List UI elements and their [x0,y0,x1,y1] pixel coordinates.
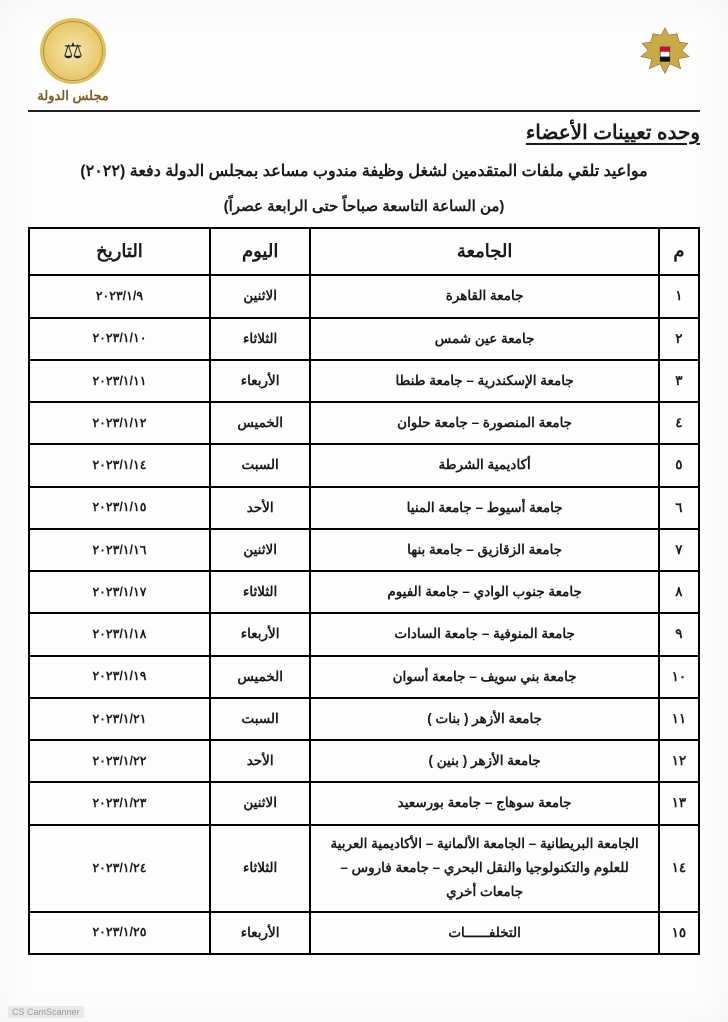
table-row: ٤جامعة المنصورة – جامعة حلوانالخميس٢٠٢٣/… [29,402,699,444]
table-row: ١١جامعة الأزهر ( بنات )السبت٢٠٢٣/١/٢١ [29,698,699,740]
seal-caption: مجلس الدولة [28,88,118,104]
table-row: ١٤الجامعة البريطانية – الجامعة الألمانية… [29,825,699,912]
document-page: ⚖ مجلس الدولة وحده تعيينات الأعضاء مواعي… [0,0,728,1022]
cell-day: الأحد [210,740,311,782]
cell-num: ١٣ [659,782,699,824]
unit-title: وحده تعيينات الأعضاء [28,120,700,145]
cell-date: ٢٠٢٣/١/١٥ [29,487,210,529]
cell-num: ٨ [659,571,699,613]
col-header-day: اليوم [210,228,311,275]
cell-date: ٢٠٢٣/١/١١ [29,360,210,402]
cell-date: ٢٠٢٣/١/١٦ [29,529,210,571]
cell-num: ١٢ [659,740,699,782]
cell-num: ١٤ [659,825,699,912]
table-row: ٢جامعة عين شمسالثلاثاء٢٠٢٣/١/١٠ [29,318,699,360]
table-row: ٩جامعة المنوفية – جامعة الساداتالأربعاء٢… [29,613,699,655]
table-row: ١٠جامعة بني سويف – جامعة أسوانالخميس٢٠٢٣… [29,656,699,698]
seal-icon: ⚖ [40,18,106,84]
cell-date: ٢٠٢٣/١/١٨ [29,613,210,655]
cell-num: ١٠ [659,656,699,698]
table-header-row: م الجامعة اليوم التاريخ [29,228,699,275]
cell-univ: جامعة المنوفية – جامعة السادات [310,613,658,655]
table-row: ٧جامعة الزقازيق – جامعة بنهاالاثنين٢٠٢٣/… [29,529,699,571]
cell-num: ١١ [659,698,699,740]
page-header: ⚖ مجلس الدولة [28,18,700,104]
cell-date: ٢٠٢٣/١/١٢ [29,402,210,444]
table-row: ١جامعة القاهرةالاثنين٢٠٢٣/١/٩ [29,275,699,317]
cell-date: ٢٠٢٣/١/٩ [29,275,210,317]
cell-date: ٢٠٢٣/١/٢١ [29,698,210,740]
cell-date: ٢٠٢٣/١/١٩ [29,656,210,698]
cell-day: الأربعاء [210,360,311,402]
col-header-num: م [659,228,699,275]
cell-day: الثلاثاء [210,825,311,912]
cell-univ: جامعة المنصورة – جامعة حلوان [310,402,658,444]
cell-num: ٢ [659,318,699,360]
cell-day: الاثنين [210,529,311,571]
cell-univ: جامعة بني سويف – جامعة أسوان [310,656,658,698]
cell-univ: جامعة الزقازيق – جامعة بنها [310,529,658,571]
cell-univ: جامعة الإسكندرية – جامعة طنطا [310,360,658,402]
council-seal: ⚖ مجلس الدولة [28,18,118,104]
table-row: ١٥التخلفــــــاتالأربعاء٢٠٢٣/١/٢٥ [29,912,699,954]
table-row: ٦جامعة أسيوط – جامعة المنياالأحد٢٠٢٣/١/١… [29,487,699,529]
main-title: مواعيد تلقي ملفات المتقدمين لشغل وظيفة م… [28,157,700,187]
col-header-date: التاريخ [29,228,210,275]
table-row: ٥أكاديمية الشرطةالسبت٢٠٢٣/١/١٤ [29,444,699,486]
table-row: ١٢جامعة الأزهر ( بنين )الأحد٢٠٢٣/١/٢٢ [29,740,699,782]
schedule-table: م الجامعة اليوم التاريخ ١جامعة القاهرةال… [28,227,700,954]
cell-day: الخميس [210,402,311,444]
cell-num: ٤ [659,402,699,444]
cell-univ: أكاديمية الشرطة [310,444,658,486]
cell-day: الأربعاء [210,912,311,954]
table-row: ٨جامعة جنوب الوادي – جامعة الفيومالثلاثا… [29,571,699,613]
cell-day: الأحد [210,487,311,529]
eagle-emblem-icon [630,18,700,88]
table-row: ٣جامعة الإسكندرية – جامعة طنطاالأربعاء٢٠… [29,360,699,402]
cell-day: الخميس [210,656,311,698]
cell-univ: جامعة عين شمس [310,318,658,360]
cell-univ: جامعة الأزهر ( بنين ) [310,740,658,782]
cell-num: ٥ [659,444,699,486]
cell-day: الاثنين [210,275,311,317]
cell-day: السبت [210,444,311,486]
cell-univ: جامعة جنوب الوادي – جامعة الفيوم [310,571,658,613]
cell-num: ٦ [659,487,699,529]
cell-num: ١ [659,275,699,317]
cell-date: ٢٠٢٣/١/٢٣ [29,782,210,824]
cell-date: ٢٠٢٣/١/٢٤ [29,825,210,912]
cell-univ: جامعة سوهاج – جامعة بورسعيد [310,782,658,824]
cell-day: الثلاثاء [210,571,311,613]
cell-num: ١٥ [659,912,699,954]
cell-univ: التخلفــــــات [310,912,658,954]
cell-day: الثلاثاء [210,318,311,360]
scanner-watermark: CS CamScanner [8,1006,84,1018]
cell-date: ٢٠٢٣/١/٢٥ [29,912,210,954]
cell-day: السبت [210,698,311,740]
cell-univ: جامعة القاهرة [310,275,658,317]
cell-date: ٢٠٢٣/١/١٠ [29,318,210,360]
table-body: ١جامعة القاهرةالاثنين٢٠٢٣/١/٩٢جامعة عين … [29,275,699,953]
cell-univ: الجامعة البريطانية – الجامعة الألمانية –… [310,825,658,912]
cell-univ: جامعة الأزهر ( بنات ) [310,698,658,740]
cell-num: ٩ [659,613,699,655]
cell-num: ٣ [659,360,699,402]
cell-univ: جامعة أسيوط – جامعة المنيا [310,487,658,529]
cell-day: الاثنين [210,782,311,824]
sub-title: (من الساعة التاسعة صباحاً حتى الرابعة عص… [28,197,700,215]
cell-num: ٧ [659,529,699,571]
cell-date: ٢٠٢٣/١/٢٢ [29,740,210,782]
col-header-univ: الجامعة [310,228,658,275]
table-row: ١٣جامعة سوهاج – جامعة بورسعيدالاثنين٢٠٢٣… [29,782,699,824]
cell-date: ٢٠٢٣/١/١٧ [29,571,210,613]
cell-date: ٢٠٢٣/١/١٤ [29,444,210,486]
cell-day: الأربعاء [210,613,311,655]
header-divider [28,110,700,112]
